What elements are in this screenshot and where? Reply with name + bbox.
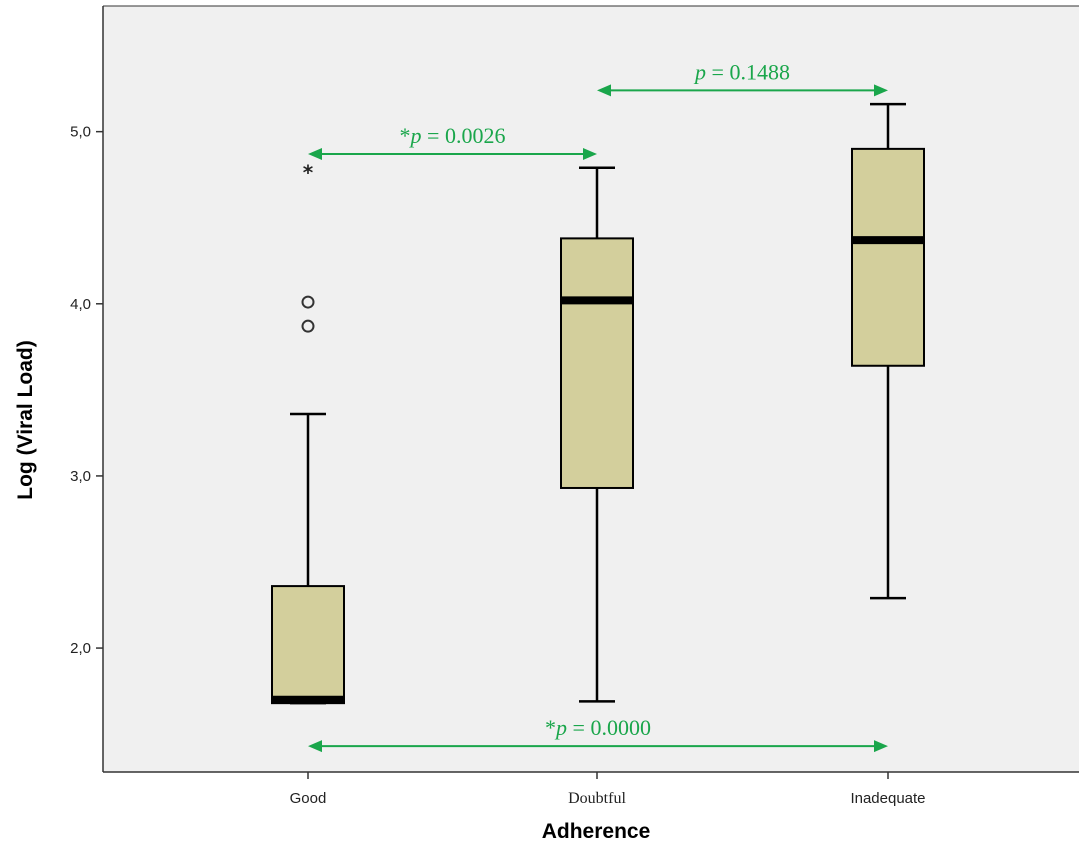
- arrowhead-left: [308, 148, 322, 161]
- box-good: *: [271, 161, 345, 705]
- box-iqr: [271, 585, 345, 705]
- y-tick-label: 5,0: [70, 124, 91, 141]
- boxes: *: [271, 102, 925, 705]
- p-value-annotation: *p = 0.0026: [308, 123, 597, 161]
- box-inadequate: [851, 102, 925, 600]
- box-iqr: [851, 147, 925, 367]
- arrowhead-right: [874, 740, 888, 753]
- x-axis-title: Adherence: [542, 820, 651, 843]
- x-tick-label: Good: [290, 790, 327, 807]
- y-tick-label: 2,0: [70, 640, 91, 657]
- significance-annotations: *p = 0.0026 p = 0.1488 *p = 0.0000: [308, 59, 888, 753]
- y-tick-label: 3,0: [70, 468, 91, 485]
- x-tick-label: Inadequate: [850, 790, 925, 807]
- box-iqr: [560, 237, 634, 489]
- outlier-circle: [301, 319, 315, 333]
- arrowhead-right: [583, 148, 597, 161]
- p-value-label: *p = 0.0000: [545, 715, 651, 740]
- arrowhead-right: [874, 84, 888, 97]
- outlier-star: *: [303, 161, 314, 185]
- arrowhead-left: [308, 740, 322, 753]
- y-axis-title: Log (Viral Load): [14, 340, 37, 499]
- p-value-label: p = 0.1488: [693, 59, 790, 84]
- axis-ticks: 2,0 3,0 4,0 5,0 Good Doubtful Inadequate: [70, 124, 925, 807]
- p-value-annotation: *p = 0.0000: [308, 715, 888, 753]
- outlier-circle: [301, 295, 315, 309]
- y-tick-label: 4,0: [70, 296, 91, 313]
- p-value-annotation: p = 0.1488: [597, 59, 888, 97]
- x-tick-label: Doubtful: [568, 790, 626, 807]
- arrowhead-left: [597, 84, 611, 97]
- p-value-label: *p = 0.0026: [400, 123, 506, 148]
- box-doubtful: [560, 166, 634, 703]
